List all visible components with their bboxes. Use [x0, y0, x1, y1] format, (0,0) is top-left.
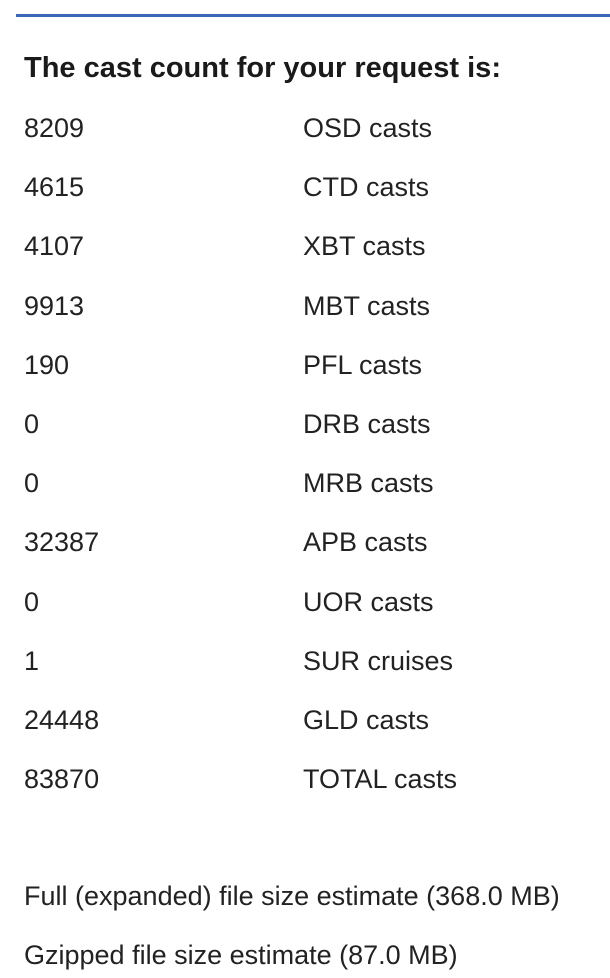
cast-count-value: 4615: [24, 172, 85, 203]
cast-row-mbt: 9913 MBT casts: [24, 286, 610, 345]
cast-type-label: MRB casts: [303, 468, 434, 499]
cast-row-total: 83870 TOTAL casts: [24, 759, 610, 818]
section-divider: [16, 14, 610, 17]
cast-type-label: CTD casts: [303, 172, 430, 203]
cast-type-label: MBT casts: [303, 290, 431, 321]
cast-type-label: APB casts: [303, 527, 428, 558]
cast-type-label: SUR cruises: [303, 645, 454, 676]
cast-row-gld: 24448 GLD casts: [24, 700, 610, 759]
cast-type-label: OSD casts: [303, 113, 433, 143]
cast-row-mrb: 0 MRB casts: [24, 463, 610, 522]
cast-count-value: 190: [24, 349, 70, 380]
cast-row-apb: 32387 APB casts: [24, 522, 610, 581]
cast-row-uor: 0 UOR casts: [24, 582, 610, 641]
cast-type-label: GLD casts: [303, 704, 430, 735]
cast-row-osd: 8209 OSD casts: [24, 108, 610, 167]
cast-type-label: UOR casts: [303, 586, 434, 617]
cast-row-pfl: 190 PFL casts: [24, 345, 610, 404]
cast-row-drb: 0 DRB casts: [24, 404, 610, 463]
cast-count-value: 1: [24, 645, 40, 676]
cast-count-value: 0: [24, 468, 40, 499]
cast-count-value: 24448: [24, 704, 100, 735]
cast-type-label: XBT casts: [303, 231, 426, 262]
cast-type-label: PFL casts: [303, 349, 423, 380]
cast-count-value: 0: [24, 586, 40, 617]
cast-count-table: 8209 OSD casts 4615 CTD casts 4107 XBT c…: [24, 108, 610, 818]
cast-total-value: 83870: [24, 764, 100, 795]
cast-row-xbt: 4107 XBT casts: [24, 226, 610, 285]
cast-count-value: 4107: [24, 231, 85, 262]
cast-row-ctd: 4615 CTD casts: [24, 167, 610, 226]
gzipped-file-size-estimate: Gzipped file size estimate (87.0 MB): [24, 940, 458, 970]
cast-count-value: 0: [24, 408, 40, 439]
cast-total-label: TOTAL casts: [303, 764, 458, 795]
cast-count-value: 8209: [24, 113, 85, 143]
cast-count-heading: The cast count for your request is:: [24, 52, 501, 84]
full-file-size-estimate: Full (expanded) file size estimate (368.…: [24, 881, 560, 911]
cast-row-sur: 1 SUR cruises: [24, 641, 610, 700]
cast-type-label: DRB casts: [303, 408, 431, 439]
cast-count-value: 9913: [24, 290, 85, 321]
cast-count-value: 32387: [24, 527, 100, 558]
